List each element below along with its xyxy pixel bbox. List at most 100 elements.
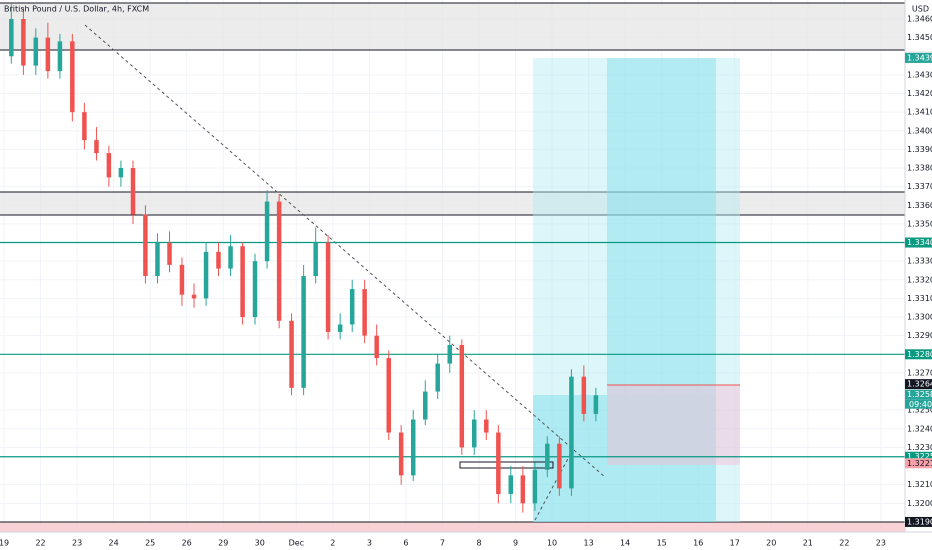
candle-body <box>520 475 526 504</box>
x-tick-label: 8 <box>476 539 481 548</box>
candle-body <box>362 289 367 336</box>
y-tick-label: 1.33600 <box>907 201 932 210</box>
candle-body <box>264 201 270 262</box>
axis: 19 22 23 24 25 26 29 30 Dec 2 3 6 7 8 9 10 13 14 15 16 17 20 2… <box>0 15 932 548</box>
price-tag-label: 1.32640 <box>907 380 932 389</box>
candle-body <box>216 251 221 269</box>
x-tick-label: 24 <box>109 539 119 548</box>
candle-body <box>289 320 294 388</box>
x-tick-label: 15 <box>657 539 667 548</box>
price-tag-label: 1.32583 <box>907 390 932 399</box>
candle-body <box>374 335 379 359</box>
candle-body <box>337 324 343 332</box>
x-tick-label: 10 <box>547 539 557 548</box>
candle-body <box>9 19 14 57</box>
candle-body <box>167 242 172 265</box>
x-tick-label: 29 <box>218 539 228 548</box>
price-tag-label: 1.33400 <box>907 238 932 247</box>
levels <box>0 241 905 458</box>
loss-zone <box>607 385 740 465</box>
candle-body <box>179 264 185 295</box>
candle-body <box>228 246 233 269</box>
x-tick-label: 23 <box>876 539 886 548</box>
candle-body <box>82 112 87 141</box>
x-tick-label: 22 <box>839 539 849 548</box>
x-tick-label: 9 <box>513 539 518 548</box>
y-tick-label: 1.33700 <box>907 182 932 191</box>
candle-body <box>532 469 538 504</box>
trend-line <box>534 454 571 521</box>
candle-body <box>581 376 587 414</box>
resistance-zone <box>0 3 905 50</box>
y-tick-label: 1.32000 <box>907 499 932 508</box>
price-tag <box>905 349 932 360</box>
demand-zone <box>0 522 905 532</box>
chart-title: British Pound / U.S. Dollar, 4h, FXCM <box>4 5 149 14</box>
y-tick-label: 1.32900 <box>907 331 932 340</box>
x-tick-label: 26 <box>182 539 192 548</box>
price-tag <box>905 451 932 462</box>
candle-body <box>21 19 26 66</box>
price-tag <box>905 458 932 469</box>
candle-body <box>545 443 550 470</box>
candle-body <box>447 344 453 364</box>
candle-body <box>94 140 99 154</box>
y-tick-label: 1.34000 <box>907 126 932 135</box>
x-tick-label: 14 <box>620 539 630 548</box>
x-tick-label: 20 <box>766 539 776 548</box>
x-tick-label: 22 <box>35 539 45 548</box>
candle-body <box>398 432 404 476</box>
candle-body <box>496 432 501 494</box>
candle-body <box>557 443 562 489</box>
x-tick-label: 21 <box>803 539 813 548</box>
x-tick-label: 19 <box>0 539 9 548</box>
y-tick-label: 1.34200 <box>907 89 932 98</box>
countdown-tag <box>905 399 932 409</box>
candle-body <box>240 246 245 318</box>
candle-body <box>471 419 477 448</box>
price-tag-label: 1.31900 <box>907 517 932 526</box>
candle-body <box>301 276 306 388</box>
y-tick-label: 1.34600 <box>907 15 932 24</box>
y-tick-label: 1.33000 <box>907 313 932 322</box>
y-tick-label: 1.33300 <box>907 257 932 266</box>
price-tag-label: 1.32250 <box>907 452 932 461</box>
y-tick-label: 1.32500 <box>907 406 932 415</box>
currency: USD <box>912 5 929 14</box>
x-tick-label: 6 <box>403 539 408 548</box>
candle-body <box>45 37 51 72</box>
candle-body <box>349 289 355 325</box>
candle-body <box>33 37 39 66</box>
candle-body <box>386 358 391 433</box>
candle-body <box>435 363 440 392</box>
candle-body <box>70 41 75 113</box>
countdown: 09:40 <box>909 400 932 409</box>
price-tag <box>905 379 932 390</box>
y-tick-label: 1.33200 <box>907 275 932 284</box>
candle-body <box>325 242 331 332</box>
x-tick-label: 13 <box>584 539 594 548</box>
supply-zone <box>0 192 905 215</box>
y-tick-label: 1.32400 <box>907 424 932 433</box>
candle-body <box>484 419 489 433</box>
candle-body <box>155 242 160 277</box>
candle-body <box>410 419 416 476</box>
price-tag-label: 1.32800 <box>907 350 932 359</box>
candle-body <box>191 294 197 299</box>
trend-line <box>84 24 606 478</box>
x-tick-label: 30 <box>255 539 265 548</box>
x-tick-label: 17 <box>730 539 740 548</box>
y-tick-label: 1.32700 <box>907 368 932 377</box>
x-tick-label: 25 <box>145 539 155 548</box>
x-tick-label: 23 <box>72 539 82 548</box>
y-tick-label: 1.33500 <box>907 219 932 228</box>
price-tag-label: 1.32215 <box>907 459 932 468</box>
y-tick-label: 1.33100 <box>907 294 932 303</box>
x-tick-label: Dec <box>289 539 304 548</box>
y-tick-label: 1.33800 <box>907 164 932 173</box>
y-tick-label: 1.34100 <box>907 108 932 117</box>
grid <box>0 0 905 532</box>
y-tick-label: 1.32300 <box>907 443 932 452</box>
price-tag <box>905 516 932 527</box>
